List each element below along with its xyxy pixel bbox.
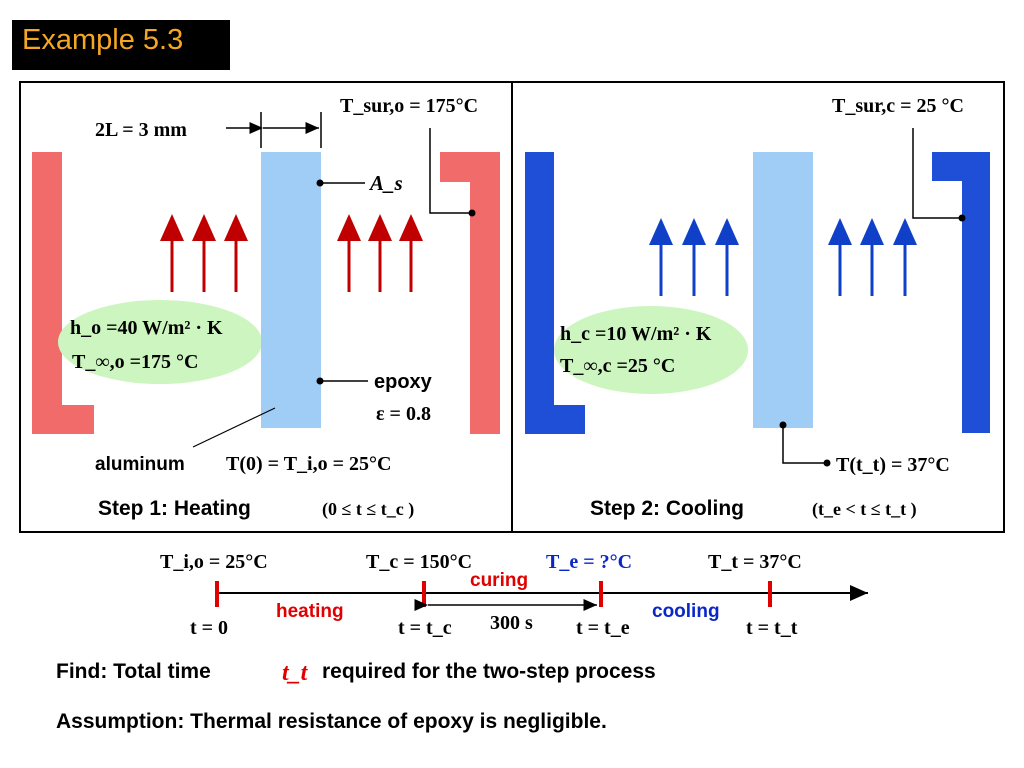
page-title: Example 5.3 [22, 24, 184, 56]
heating-fluid-region [58, 300, 262, 384]
cooling-tinf-label: T_∞,c =25 °C [560, 355, 675, 377]
title-box [12, 20, 230, 70]
timeline-temp-0: T_i,o = 25°C [160, 551, 268, 573]
epoxy-label: epoxy [374, 371, 433, 393]
heating-tinf-label: T_∞,o =175 °C [72, 351, 198, 373]
timeline-time-0: t = 0 [190, 617, 228, 639]
cooling-convection-arrows [649, 218, 917, 296]
find-symbol: t_t [282, 660, 309, 686]
timeline-temp-tt: T_t = 37°C [708, 551, 802, 573]
assumption-text: Assumption: Thermal resistance of epoxy … [56, 710, 607, 733]
heating-surrounding-right-wall [470, 182, 500, 434]
heating-surrounding-left-wall [32, 152, 62, 434]
heating-h-label: h_o =40 W/m² · K [70, 317, 223, 339]
timeline-time-te: t = t_e [576, 617, 630, 639]
surface-area-label: A_s [368, 171, 403, 195]
timeline-time-tt: t = t_t [746, 617, 798, 639]
initial-temperature-label: T(0) = T_i,o = 25°C [226, 453, 391, 475]
find-rest: required for the two-step process [322, 660, 656, 683]
cooling-fluid-region [554, 306, 748, 394]
timeline-temp-tc: T_c = 150°C [366, 551, 472, 573]
phase-cooling: cooling [652, 601, 720, 622]
find-label: Find: Total time [56, 660, 211, 683]
heating-surrounding-left-foot [32, 405, 94, 434]
cooling-panel [511, 81, 1005, 533]
step2-label: Step 2: Cooling [590, 497, 744, 520]
cooling-surrounding-left-foot [525, 405, 585, 434]
phase-heating: heating [276, 601, 344, 622]
aluminum-plate-cooling [753, 152, 813, 428]
phase-curing: curing [470, 570, 528, 591]
cooling-surrounding-right-top [932, 152, 990, 181]
step2-range: (t_e < t ≤ t_t ) [812, 499, 917, 520]
thickness-label: 2L = 3 mm [95, 119, 187, 141]
heating-tsur-label: T_sur,o = 175°C [340, 95, 478, 117]
heating-convection-arrows [160, 214, 423, 292]
emissivity-label: ε = 0.8 [376, 403, 431, 425]
final-temperature-label: T(t_t) = 37°C [836, 454, 950, 476]
timeline-temp-te: T_e = ?°C [546, 551, 632, 573]
interval-label: 300 s [490, 612, 533, 634]
step1-label: Step 1: Heating [98, 497, 251, 520]
cooling-tsur-label: T_sur,c = 25 °C [832, 95, 964, 117]
cooling-surrounding-right-wall [962, 181, 990, 433]
step1-range: (0 ≤ t ≤ t_c ) [322, 499, 414, 520]
aluminum-plate-heating [261, 152, 321, 428]
cooling-h-label: h_c =10 W/m² · K [560, 323, 712, 345]
cooling-surrounding-left-wall [525, 152, 554, 434]
heating-surrounding-right-top [440, 152, 500, 182]
timeline-time-tc: t = t_c [398, 617, 452, 639]
aluminum-label: aluminum [95, 454, 185, 475]
